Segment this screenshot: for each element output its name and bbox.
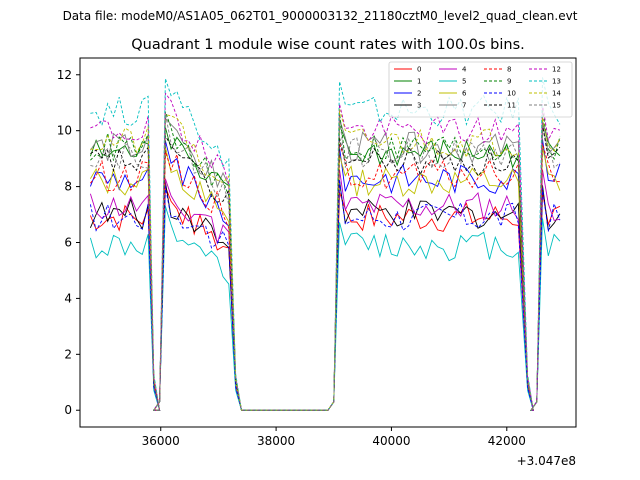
- y-tick-label: 10: [57, 124, 72, 138]
- legend-label: 0: [417, 66, 421, 74]
- legend-label: 6: [462, 90, 467, 98]
- legend-label: 3: [417, 102, 421, 110]
- legend-label: 1: [417, 78, 421, 86]
- legend-label: 14: [552, 90, 561, 98]
- legend-box: [388, 61, 573, 118]
- legend-label: 4: [462, 66, 467, 74]
- legend-label: 15: [552, 102, 561, 110]
- y-tick-label: 4: [64, 291, 72, 305]
- x-offset-label: +3.047e8: [517, 454, 576, 468]
- y-tick-label: 0: [64, 403, 72, 417]
- series-line-0: [89, 186, 561, 411]
- y-tick-label: 8: [64, 180, 72, 194]
- legend-label: 5: [462, 78, 466, 86]
- x-tick-label: 36000: [142, 434, 180, 448]
- chart-title: Quadrant 1 module wise count rates with …: [131, 37, 525, 53]
- legend-label: 10: [507, 90, 516, 98]
- plot-lines: [89, 77, 561, 411]
- y-tick-label: 12: [57, 68, 72, 82]
- y-axis: 0 2 4 6 8 10 12: [57, 68, 80, 417]
- series-line-12: [90, 91, 561, 411]
- legend-label: 11: [507, 102, 516, 110]
- legend-label: 9: [507, 78, 511, 86]
- legend-label: 12: [552, 66, 561, 74]
- chart-suptitle: Data file: modeM0/AS1A05_062T01_90000031…: [63, 9, 578, 23]
- series-line-14: [90, 109, 561, 411]
- legend-label: 13: [552, 78, 561, 86]
- y-tick-label: 2: [64, 347, 72, 361]
- x-tick-label: 40000: [372, 434, 410, 448]
- y-tick-label: 6: [64, 236, 72, 250]
- x-tick-label: 38000: [257, 434, 295, 448]
- x-tick-label: 42000: [488, 434, 526, 448]
- x-axis: 36000 38000 40000 42000: [142, 427, 526, 448]
- series-line-5: [89, 206, 561, 411]
- legend-label: 7: [462, 102, 466, 110]
- legend-label: 2: [417, 90, 421, 98]
- series-line-3: [89, 180, 561, 411]
- legend-label: 8: [507, 66, 511, 74]
